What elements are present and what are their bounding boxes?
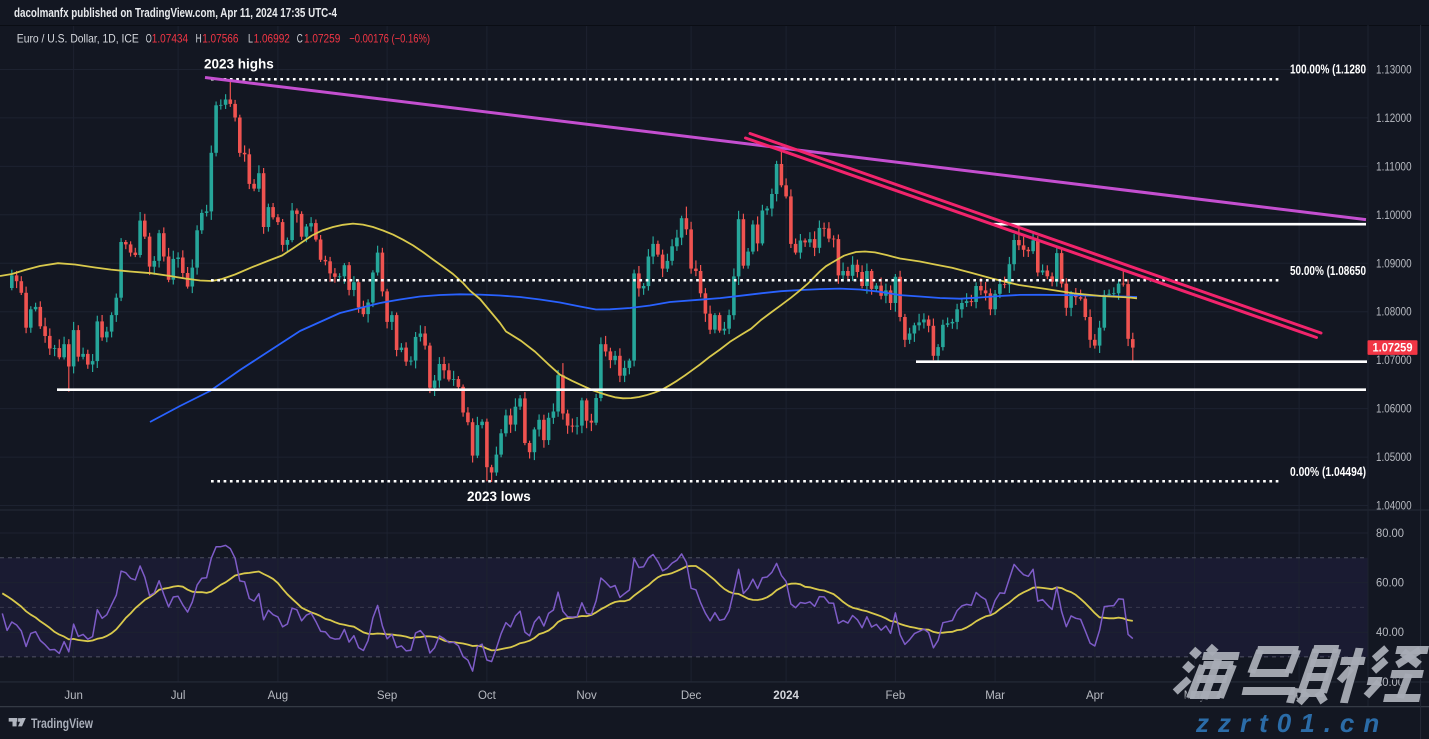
svg-text:Euro / U.S. Dollar, 1D, ICE: Euro / U.S. Dollar, 1D, ICE <box>17 32 139 46</box>
svg-text:−0.00176 (−0.16%): −0.00176 (−0.16%) <box>349 32 430 46</box>
svg-text:Jul: Jul <box>171 690 186 702</box>
svg-text:1.13000: 1.13000 <box>1376 65 1412 77</box>
svg-text:2023 lows: 2023 lows <box>467 489 531 504</box>
svg-text:1.08000: 1.08000 <box>1376 307 1412 319</box>
svg-text:1.06992: 1.06992 <box>254 32 291 46</box>
svg-text:O: O <box>146 32 152 46</box>
svg-text:1.11000: 1.11000 <box>1376 161 1412 173</box>
svg-text:1.07259: 1.07259 <box>1373 342 1413 354</box>
svg-text:Apr: Apr <box>1086 690 1104 702</box>
svg-text:1.12000: 1.12000 <box>1376 113 1412 125</box>
svg-text:2024: 2024 <box>773 690 799 702</box>
svg-text:50.00% (1.08650: 50.00% (1.08650 <box>1290 264 1366 278</box>
svg-text:Aug: Aug <box>268 690 288 702</box>
svg-text:H: H <box>196 32 202 46</box>
svg-text:L: L <box>248 32 253 46</box>
svg-text:1.05000: 1.05000 <box>1376 452 1412 464</box>
svg-text:80.00: 80.00 <box>1376 528 1404 540</box>
svg-text:Oct: Oct <box>478 690 497 702</box>
svg-text:TradingView: TradingView <box>31 716 93 731</box>
svg-text:Feb: Feb <box>885 690 905 702</box>
svg-text:Mar: Mar <box>985 690 1005 702</box>
svg-text:0.00% (1.04494): 0.00% (1.04494) <box>1290 465 1366 479</box>
svg-text:1.04000: 1.04000 <box>1376 501 1412 513</box>
svg-text:dacolmanfx published on Tradin: dacolmanfx published on TradingView.com,… <box>14 6 337 20</box>
svg-text:100.00% (1.1280: 100.00% (1.1280 <box>1290 63 1366 77</box>
svg-text:1.07566: 1.07566 <box>202 32 239 46</box>
svg-text:60.00: 60.00 <box>1376 578 1404 590</box>
svg-text:1.09000: 1.09000 <box>1376 258 1412 270</box>
svg-text:1.07434: 1.07434 <box>152 32 189 46</box>
svg-text:zzrt01.cn: zzrt01.cn <box>1195 708 1388 738</box>
svg-text:1.07000: 1.07000 <box>1376 355 1412 367</box>
svg-text:Sep: Sep <box>377 690 397 702</box>
svg-text:1.06000: 1.06000 <box>1376 404 1412 416</box>
svg-text:C: C <box>297 32 303 46</box>
svg-text:1.10000: 1.10000 <box>1376 210 1412 222</box>
svg-text:2023 highs: 2023 highs <box>204 57 274 72</box>
svg-text:1.07259: 1.07259 <box>304 32 341 46</box>
svg-text:Dec: Dec <box>681 690 702 702</box>
svg-text:40.00: 40.00 <box>1376 627 1404 639</box>
svg-text:Jun: Jun <box>64 690 83 702</box>
svg-text:Nov: Nov <box>576 690 597 702</box>
